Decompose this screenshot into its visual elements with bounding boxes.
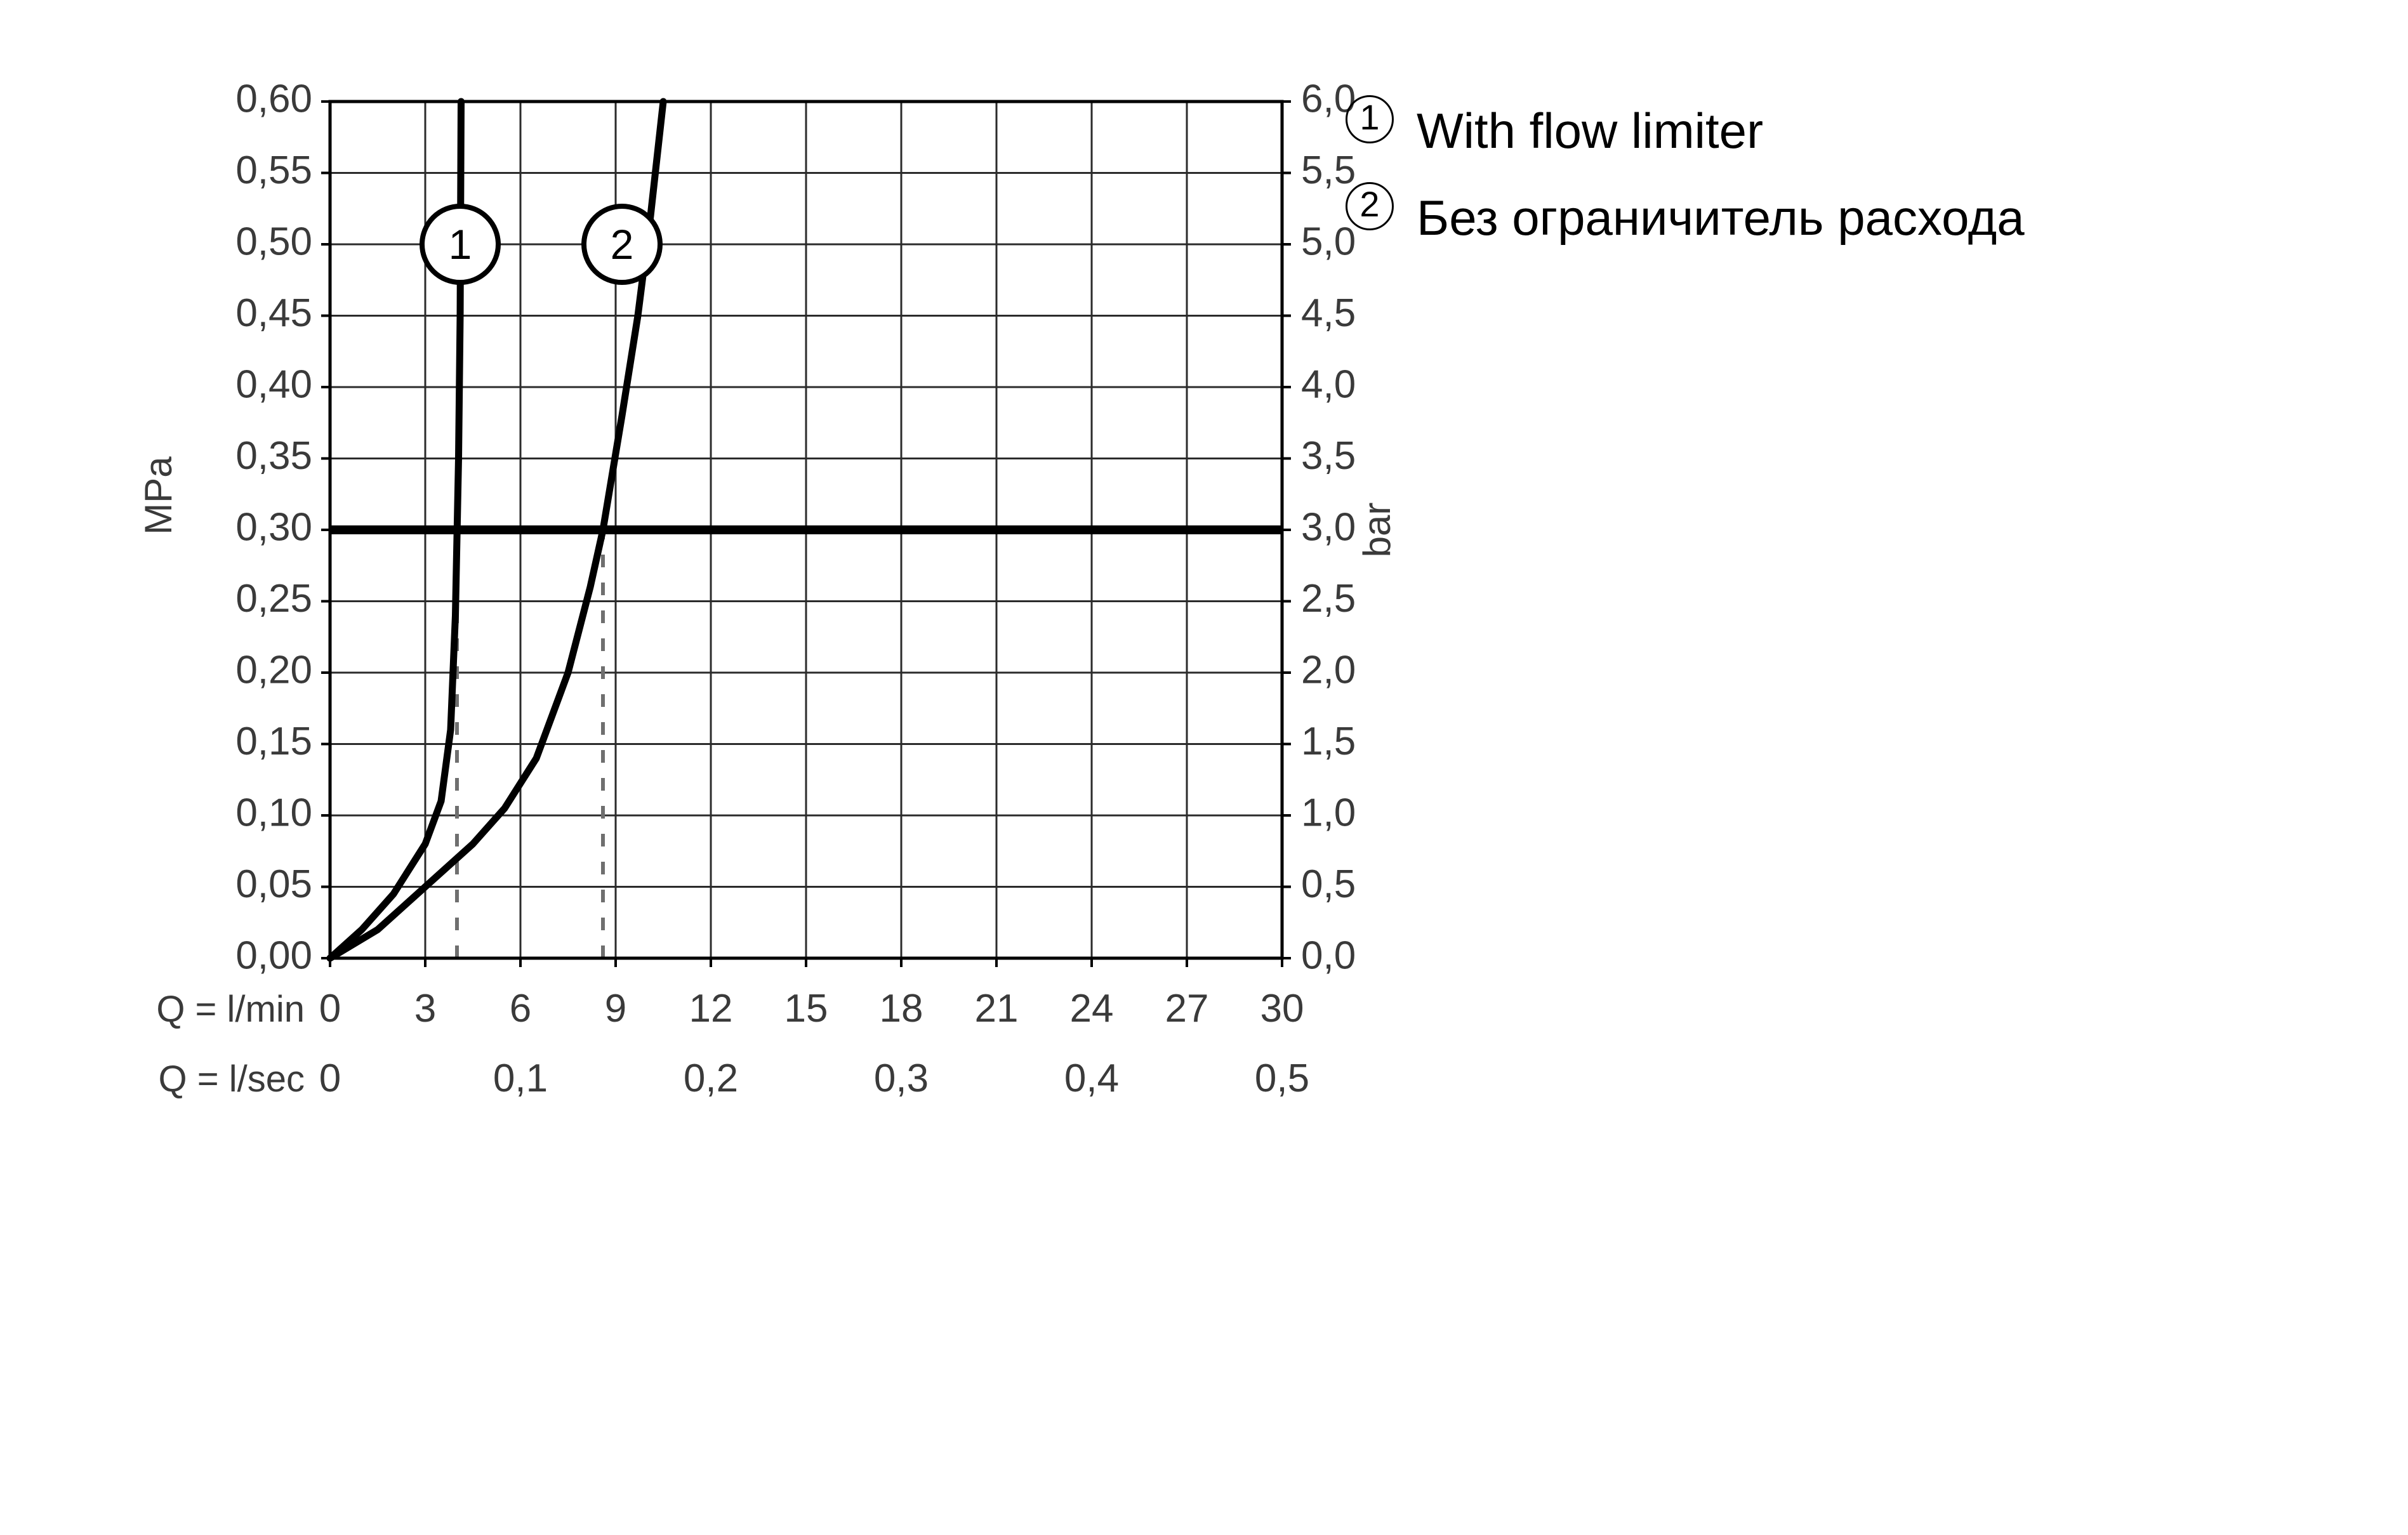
legend-marker-1: 1: [1346, 95, 1394, 143]
svg-text:2,0: 2,0: [1301, 648, 1356, 692]
svg-text:3: 3: [414, 987, 436, 1031]
svg-text:bar: bar: [1356, 503, 1396, 558]
svg-text:0,15: 0,15: [235, 720, 312, 763]
svg-text:MPa: MPa: [137, 456, 180, 535]
svg-text:0,45: 0,45: [235, 291, 312, 335]
svg-text:0,25: 0,25: [235, 577, 312, 621]
svg-text:3,5: 3,5: [1301, 434, 1356, 478]
svg-text:0,3: 0,3: [874, 1057, 929, 1100]
svg-text:0,55: 0,55: [235, 148, 312, 192]
svg-text:0: 0: [319, 987, 341, 1031]
svg-text:0,35: 0,35: [235, 434, 312, 478]
svg-text:9: 9: [605, 987, 626, 1031]
svg-text:2,5: 2,5: [1301, 577, 1356, 621]
svg-text:1: 1: [449, 221, 472, 268]
legend-item: 2 Без ограничитель расхода: [1346, 182, 2025, 254]
svg-text:4,5: 4,5: [1301, 291, 1356, 335]
svg-text:Q = l/sec: Q = l/sec: [159, 1058, 305, 1100]
svg-text:0,2: 0,2: [684, 1057, 738, 1100]
legend: 1 With flow limiter 2 Без ограничитель р…: [1346, 95, 2025, 269]
svg-text:1,5: 1,5: [1301, 720, 1356, 763]
svg-text:6: 6: [510, 987, 531, 1031]
chart-svg: 120,000,050,100,150,200,250,300,350,400,…: [127, 76, 1396, 1282]
svg-text:2: 2: [611, 221, 634, 268]
svg-text:0,10: 0,10: [235, 791, 312, 834]
svg-text:15: 15: [784, 987, 828, 1031]
flow-pressure-chart: 120,000,050,100,150,200,250,300,350,400,…: [127, 76, 1396, 1285]
svg-text:0,20: 0,20: [235, 648, 312, 692]
legend-marker-2: 2: [1346, 182, 1394, 230]
legend-text-2: Без ограничитель расхода: [1417, 182, 2025, 254]
svg-text:1,0: 1,0: [1301, 791, 1356, 834]
svg-text:24: 24: [1070, 987, 1114, 1031]
svg-text:27: 27: [1165, 987, 1209, 1031]
svg-text:Q = l/min: Q = l/min: [156, 989, 305, 1030]
svg-text:0,0: 0,0: [1301, 933, 1356, 977]
svg-text:0: 0: [319, 1057, 341, 1100]
legend-item: 1 With flow limiter: [1346, 95, 2025, 167]
svg-text:0,40: 0,40: [235, 362, 312, 406]
svg-text:0,00: 0,00: [235, 933, 312, 977]
svg-text:4,0: 4,0: [1301, 362, 1356, 406]
svg-text:0,60: 0,60: [235, 77, 312, 121]
svg-text:0,5: 0,5: [1301, 862, 1356, 906]
svg-text:3,0: 3,0: [1301, 505, 1356, 549]
svg-text:0,30: 0,30: [235, 505, 312, 549]
svg-text:0,50: 0,50: [235, 220, 312, 263]
svg-text:0,1: 0,1: [493, 1057, 548, 1100]
svg-text:12: 12: [689, 987, 733, 1031]
svg-text:0,4: 0,4: [1064, 1057, 1119, 1100]
svg-text:30: 30: [1260, 987, 1304, 1031]
svg-text:0,05: 0,05: [235, 862, 312, 906]
svg-text:0,5: 0,5: [1255, 1057, 1309, 1100]
svg-text:18: 18: [880, 987, 923, 1031]
legend-text-1: With flow limiter: [1417, 95, 1763, 167]
svg-text:21: 21: [975, 987, 1019, 1031]
